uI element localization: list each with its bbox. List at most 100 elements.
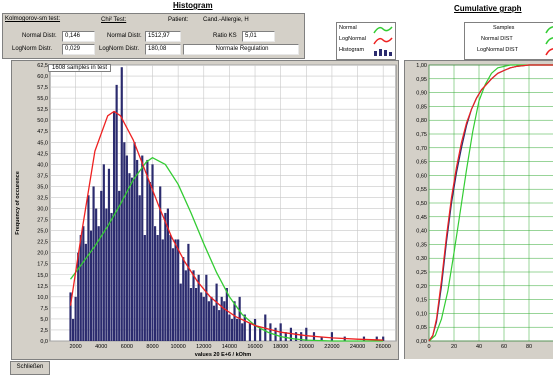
histogram-ytick: 27,5 (37, 218, 48, 224)
cumulative-xtick: 40 (476, 344, 482, 350)
cumulative-ytick: 0,25 (416, 270, 427, 276)
cumulative-series-lognormal-dist (428, 64, 553, 342)
histogram-bar (200, 292, 203, 341)
histogram-ytick: 20,0 (37, 251, 48, 257)
cumulative-ytick: 0,50 (416, 201, 427, 207)
histogram-bar (187, 243, 190, 341)
legend-lognormal: LogNormal (339, 36, 393, 46)
histogram-bar (136, 159, 139, 341)
ratio-ks-label: Ratio KS (213, 33, 237, 39)
histogram-bar (112, 111, 116, 341)
histogram-bar (215, 283, 218, 341)
histogram-bar (320, 336, 323, 341)
histogram-bar (123, 142, 126, 341)
histogram-bar (205, 274, 208, 341)
histogram-bar (207, 301, 210, 341)
histogram-bar (197, 274, 200, 341)
histogram-bar (166, 208, 169, 341)
cumulative-title: Cumulative graph (454, 4, 522, 13)
legend-normal-dist: Normal DIST (481, 36, 513, 42)
cumulative-chart: 0,00 0,05 0,10 0,15 0,20 0,25 0,30 0,35 0,40 0,45… (416, 63, 553, 350)
histogram-bar (241, 323, 244, 341)
cumulative-frame: 0,00 0,05 0,10 0,15 0,20 0,25 0,30 0,35 0,40 0,45… (404, 60, 553, 359)
histogram-bar (110, 212, 113, 341)
histogram-bar (375, 336, 378, 341)
cumulative-ytick: 0,10 (416, 311, 427, 317)
histogram-ytick: 10,0 (37, 295, 48, 301)
cumulative-ytick: 1,00 (416, 63, 427, 69)
legend-samples-swatch (545, 26, 553, 34)
cumulative-ytick: 0,75 (416, 132, 427, 138)
histogram-bar (74, 296, 77, 341)
histogram-ylabel: Frequency of occurence (15, 171, 21, 235)
cumulative-xtick: 80 (526, 344, 532, 350)
histogram-ytick: 0,0 (40, 339, 48, 345)
histogram-bar (169, 235, 172, 341)
cumulative-xtick: 60 (501, 344, 507, 350)
histogram-bar (220, 296, 223, 341)
histogram-bar (184, 270, 187, 341)
histogram-series-lognormal (69, 110, 384, 341)
histogram-bar (294, 332, 298, 341)
legend-lognormal-dist-label: LogNormal DIST (477, 47, 518, 53)
legend-samples: Samples (493, 25, 514, 31)
histogram-bar (305, 327, 308, 341)
histogram-title: Histogram (173, 1, 213, 10)
histogram-xtick: 12000 (196, 344, 211, 350)
legend-histogram: Histogram (339, 47, 393, 57)
histogram-chart: 0,0 2,5 5,0 7,5 10,0 12,5 15,0 17,5 20,0 22,5 25,0… (15, 63, 397, 358)
histogram-ytick: 50,0 (37, 118, 48, 124)
histogram-bar (248, 323, 252, 341)
histogram-bar (115, 84, 118, 341)
histogram-bar (84, 243, 87, 341)
histogram-bar (120, 67, 123, 341)
histogram-xtick: 26000 (376, 344, 391, 350)
histogram-bar (330, 332, 334, 341)
patient-label: Patient: (168, 17, 189, 23)
cumulative-ytick: 0,90 (416, 91, 427, 97)
histogram-ytick: 30,0 (37, 207, 48, 213)
lognorm-ks-value: 0,029 (62, 44, 95, 55)
histogram-ytick: 55,0 (37, 96, 48, 102)
histogram-bar (100, 190, 103, 341)
histogram-xtick: 20000 (299, 344, 314, 350)
histogram-bar (202, 296, 205, 341)
histogram-bar (289, 327, 293, 341)
histogram-bar (284, 332, 287, 341)
histogram-bar (228, 314, 231, 341)
histogram-bar (194, 288, 198, 341)
histogram-ytick: 32,5 (37, 195, 48, 201)
histogram-bar (223, 301, 226, 341)
histogram-bar (300, 332, 303, 341)
histogram-xtick: 6000 (121, 344, 133, 350)
normal-chi-value: 1512,97 (145, 31, 181, 42)
legend-normal-dist-swatch (545, 37, 553, 45)
histogram-ytick: 60,0 (37, 74, 48, 80)
histogram-bar (161, 239, 164, 341)
cumulative-ytick: 0,15 (416, 298, 427, 304)
histogram-bar (118, 190, 121, 341)
histogram-xtick: 18000 (273, 344, 288, 350)
histogram-bar (138, 195, 141, 341)
histogram-ytick: 40,0 (37, 162, 48, 168)
lognorm-ks-label: LogNorm Distr. (12, 46, 53, 52)
cumulative-ytick: 0,00 (416, 339, 427, 345)
histogram-bar (236, 318, 239, 341)
legend-normal-dist-label: Normal DIST (481, 36, 513, 42)
legend-lognormal-dist: LogNormal DIST (477, 47, 518, 53)
cumulative-ytick: 0,20 (416, 284, 427, 290)
histogram-xtick: 10000 (170, 344, 185, 350)
close-button[interactable]: Schließen (10, 361, 50, 375)
histogram-xtick: 4000 (95, 344, 107, 350)
histogram-bar (233, 301, 236, 341)
lognorm-chi-value: 180,08 (145, 44, 181, 55)
histogram-bar (130, 177, 134, 341)
ks-test-link[interactable]: Kolmogorov-sm test: (5, 16, 61, 22)
cumulative-ytick: 0,60 (416, 173, 427, 179)
samples-note: 1608 samples in test (48, 64, 112, 72)
histogram-bar (69, 292, 72, 341)
histogram-bar (177, 239, 180, 341)
histogram-ytick: 5,0 (40, 317, 48, 323)
chi-test-link[interactable]: Chi² Test: (101, 17, 127, 23)
histogram-bar (146, 159, 149, 341)
